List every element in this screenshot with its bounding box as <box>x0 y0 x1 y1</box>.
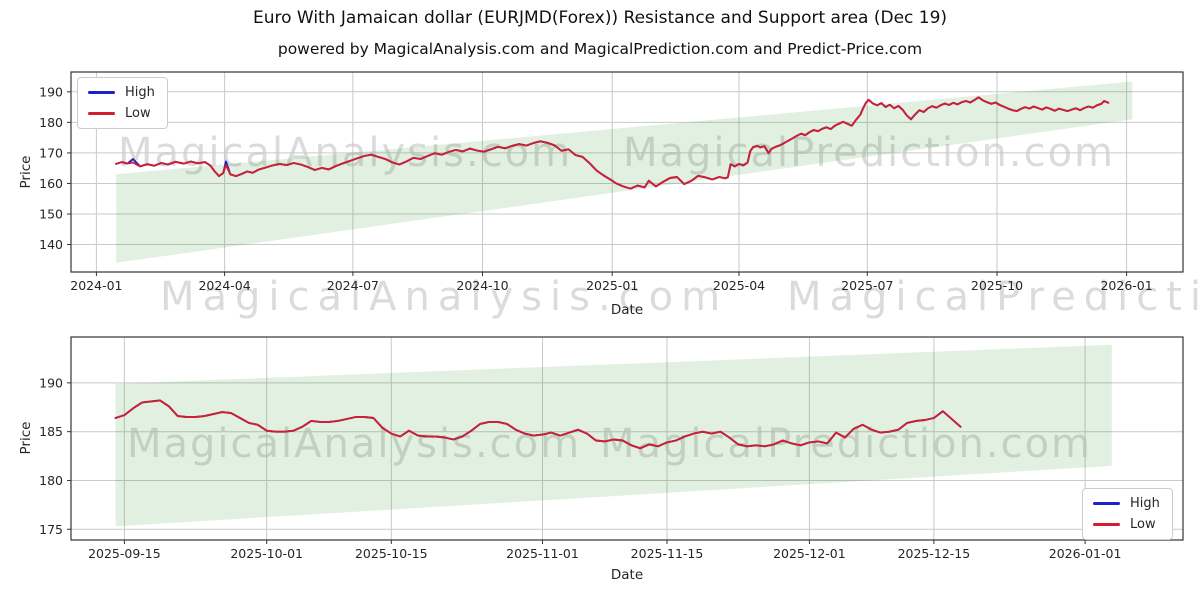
y-tick-label: 170 <box>39 145 63 160</box>
x-tick-label: 2024-10 <box>456 278 508 293</box>
x-tick-label: 2024-04 <box>198 278 250 293</box>
bottom-chart-x-axis-label: Date <box>610 567 644 583</box>
x-tick-label: 2025-09-15 <box>88 546 161 561</box>
x-tick-label: 2025-10 <box>971 278 1023 293</box>
x-tick-label: 2025-11-01 <box>506 546 579 561</box>
support-resistance-band <box>116 81 1133 263</box>
tick-labels: 2024-01 2024-04 2024-07 2024-10 2025-01 2025-… <box>39 84 1153 293</box>
top-chart-plot: 2024-01 2024-04 2024-07 2024-10 2025-01 2025-… <box>39 71 1184 293</box>
x-tick-label: 2025-04 <box>713 278 765 293</box>
x-tick-label: 2025-10-01 <box>230 546 303 561</box>
y-tick-label: 150 <box>39 206 63 221</box>
high-line-swatch <box>88 91 115 94</box>
plot-border <box>70 336 1184 541</box>
y-tick-label: 180 <box>39 473 63 488</box>
low-line-swatch <box>1093 523 1120 526</box>
y-tick-label: 190 <box>39 84 63 99</box>
high-line-swatch <box>1093 502 1120 505</box>
bottom-chart-plot: 2025-09-15 2025-10-01 2025-10-15 2025-11-01… <box>39 336 1184 561</box>
legend-item-high: High <box>1093 496 1160 511</box>
y-tick-label: 140 <box>39 237 63 252</box>
x-tick-label: 2025-07 <box>841 278 893 293</box>
legend-label-high: High <box>1130 496 1160 511</box>
y-tick-label: 185 <box>39 424 63 439</box>
y-tick-label: 160 <box>39 176 63 191</box>
x-tick-label: 2025-11-15 <box>631 546 704 561</box>
bottom-chart-legend: High Low <box>1082 488 1173 540</box>
x-tick-label: 2026-01-01 <box>1049 546 1122 561</box>
legend-item-high: High <box>88 85 155 100</box>
tick-labels: 2025-09-15 2025-10-01 2025-10-15 2025-11-01… <box>39 375 1121 561</box>
tick-marks <box>67 91 1128 276</box>
plot-border <box>70 71 1184 273</box>
x-tick-label: 2024-01 <box>70 278 122 293</box>
low-line-swatch <box>88 112 115 115</box>
top-chart-x-axis-label: Date <box>610 302 644 318</box>
top-chart-y-axis-label: Price <box>18 155 34 189</box>
legend-label-high: High <box>125 85 155 100</box>
legend-item-low: Low <box>88 106 155 121</box>
legend-label-low: Low <box>1130 517 1156 532</box>
legend-label-low: Low <box>125 106 151 121</box>
bottom-chart-y-axis-label: Price <box>18 421 34 455</box>
top-chart-legend: High Low <box>77 77 168 129</box>
figure-title: Euro With Jamaican dollar (EURJMD(Forex)… <box>252 8 948 28</box>
grid-lines <box>71 72 1183 272</box>
legend-item-low: Low <box>1093 517 1160 532</box>
support-resistance-band <box>115 344 1112 527</box>
y-tick-label: 180 <box>39 115 63 130</box>
low-line <box>115 96 1110 190</box>
x-tick-label: 2026-01 <box>1100 278 1152 293</box>
low-line <box>114 399 962 450</box>
y-tick-label: 175 <box>39 522 63 537</box>
x-tick-label: 2025-10-15 <box>355 546 428 561</box>
x-tick-label: 2025-12-15 <box>898 546 971 561</box>
x-tick-label: 2024-07 <box>327 278 379 293</box>
figure-subtitle: powered by MagicalAnalysis.com and Magic… <box>277 40 923 58</box>
tick-marks <box>67 382 1086 544</box>
x-tick-label: 2025-12-01 <box>773 546 846 561</box>
y-tick-label: 190 <box>39 375 63 390</box>
x-tick-label: 2025-01 <box>586 278 638 293</box>
